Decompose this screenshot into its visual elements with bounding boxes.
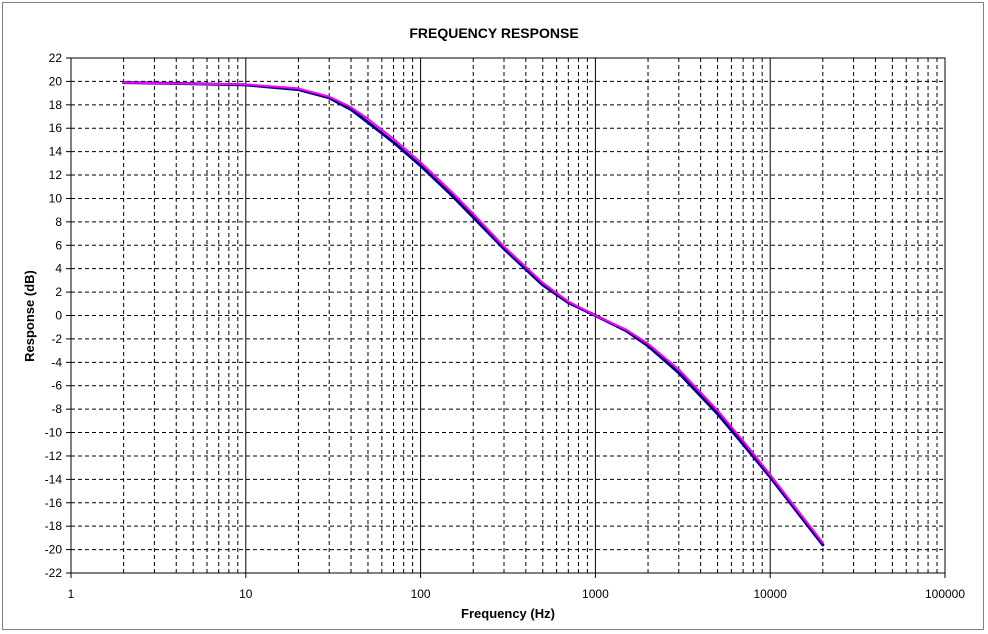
y-tick-label: -6 [51, 379, 62, 393]
y-tick-label: 0 [55, 309, 62, 323]
y-tick-label: -12 [45, 449, 63, 463]
y-tick-label: -4 [51, 355, 62, 369]
y-tick-label: -16 [45, 496, 63, 510]
plot-area-border [70, 57, 946, 574]
x-tick-label: 100000 [925, 587, 965, 601]
y-tick-label: 18 [49, 98, 63, 112]
series [122, 81, 825, 547]
y-tick-label: 16 [49, 121, 63, 135]
y-tick-label: 22 [49, 51, 63, 65]
series-line-1 [122, 81, 825, 547]
y-tick-label: -22 [45, 566, 63, 580]
y-tick-label: 12 [49, 168, 63, 182]
x-tick-label: 10 [239, 587, 253, 601]
y-tick-label: 4 [55, 262, 62, 276]
y-tick-label: 6 [55, 238, 62, 252]
y-tick-label: 20 [49, 74, 63, 88]
y-tick-label: -8 [51, 402, 62, 416]
x-tick-label: 100 [411, 587, 431, 601]
y-tick-label: 10 [49, 191, 63, 205]
y-tick-label: 8 [55, 215, 62, 229]
x-tick-label: 1000 [582, 587, 609, 601]
series-line-2 [122, 81, 824, 544]
y-tick-label: -18 [45, 519, 63, 533]
x-axis-title: Frequency (Hz) [461, 606, 555, 621]
y-tick-label: -10 [45, 426, 63, 440]
y-tick-label: 2 [55, 285, 62, 299]
y-tick-label: -2 [51, 332, 62, 346]
y-tick-label: 14 [49, 145, 63, 159]
y-tick-label: -14 [45, 472, 63, 486]
y-tick-label: -20 [45, 543, 63, 557]
tick-labels: 2220181614121086420-2-4-6-8-10-12-14-16-… [45, 51, 966, 601]
x-tick-label: 1 [68, 587, 75, 601]
y-axis-title: Response (dB) [22, 270, 37, 362]
x-tick-label: 10000 [754, 587, 788, 601]
chart-title: FREQUENCY RESPONSE [409, 25, 578, 41]
grid [66, 57, 946, 578]
